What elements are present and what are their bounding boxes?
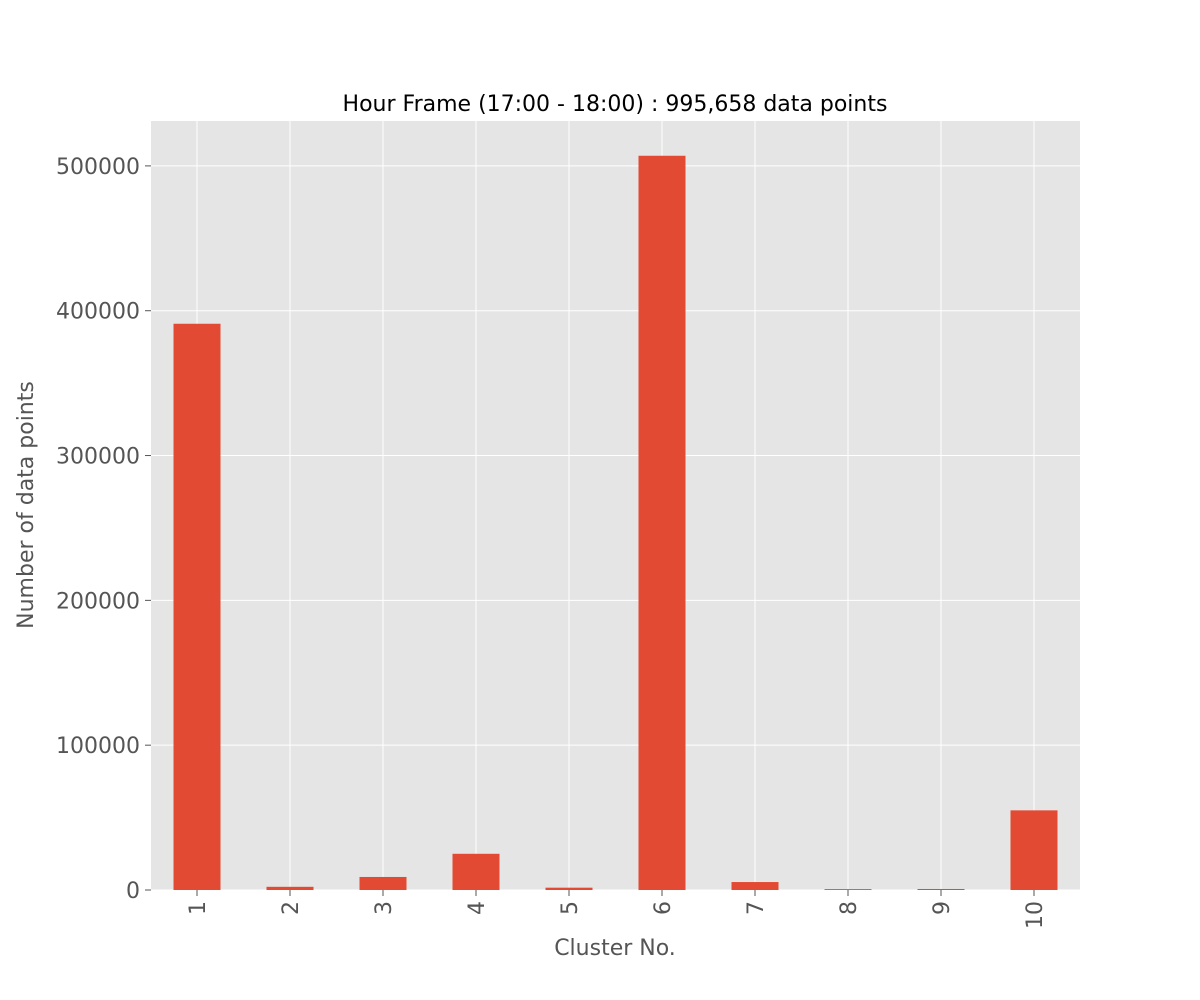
x-tick-label: 1 (186, 901, 211, 915)
y-tick-label: 500000 (56, 155, 140, 180)
y-tick-label: 300000 (56, 445, 140, 470)
x-tick-label: 6 (651, 901, 676, 915)
bar-cluster-6 (638, 155, 686, 890)
x-tick-label: 4 (465, 901, 490, 915)
y-tick-label: 0 (126, 879, 140, 904)
grid-lines (151, 121, 1080, 891)
x-tick-label: 10 (1023, 901, 1048, 929)
x-tick-label: 5 (558, 901, 583, 915)
bar-cluster-2 (266, 886, 314, 890)
bar-cluster-4 (452, 853, 500, 890)
bar-cluster-5 (545, 887, 593, 890)
bar-cluster-1 (173, 323, 221, 891)
bar-cluster-9 (917, 888, 965, 890)
bar-cluster-7 (731, 882, 779, 890)
x-axis-title: Cluster No. (554, 936, 676, 961)
x-tick-label: 7 (744, 901, 769, 915)
bar-cluster-3 (359, 876, 407, 890)
y-axis-title: Number of data points (14, 381, 39, 629)
bar-cluster-8 (824, 889, 872, 890)
axis-ticks: 0 100000 200000 300000 400000 500000 1 2 3 4 5 6 7 8 9… (56, 155, 1048, 929)
x-tick-label: 9 (930, 901, 955, 915)
y-tick-label: 400000 (56, 300, 140, 325)
y-tick-label: 200000 (56, 589, 140, 614)
bars (173, 155, 1058, 891)
x-tick-label: 8 (837, 901, 862, 915)
y-tick-label: 100000 (56, 734, 140, 759)
x-tick-label: 2 (279, 901, 304, 915)
plot-area (151, 121, 1080, 890)
bar-cluster-10 (1010, 810, 1058, 890)
chart-title: Hour Frame (17:00 - 18:00) : 995,658 dat… (343, 92, 888, 117)
x-tick-label: 3 (372, 901, 397, 915)
